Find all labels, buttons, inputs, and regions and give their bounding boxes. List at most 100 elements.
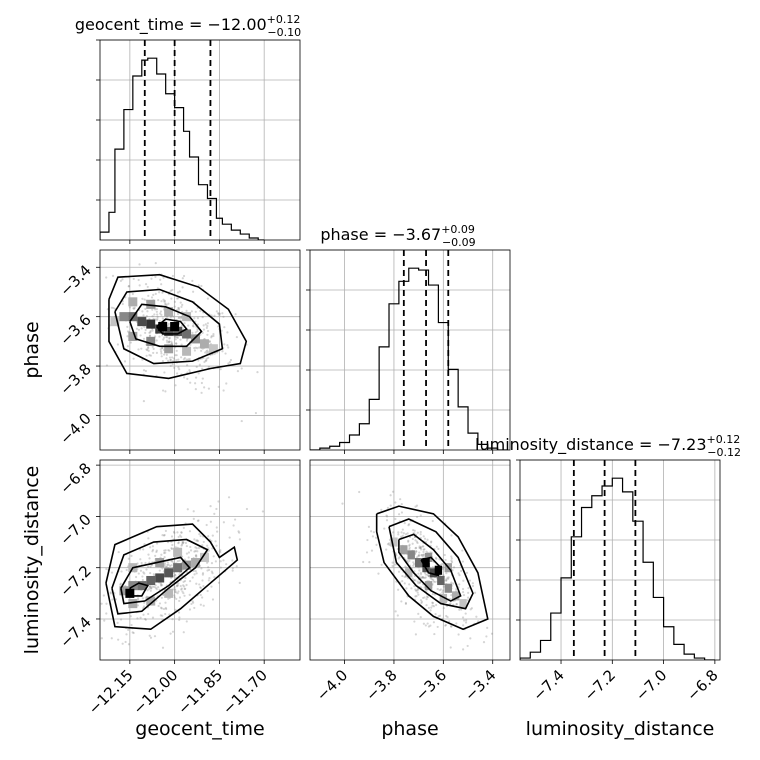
scatter-point (203, 386, 206, 389)
scatter-point (207, 356, 210, 359)
scatter-point (144, 307, 147, 310)
scatter-point (219, 368, 222, 371)
scatter-point (121, 302, 124, 306)
scatter-point (371, 535, 375, 538)
scatter-point (206, 569, 209, 572)
scatter-point (127, 643, 131, 646)
scatter-point (177, 316, 180, 320)
scatter-point (408, 544, 411, 547)
scatter-point (132, 307, 135, 310)
scatter-point (194, 570, 197, 573)
y-tick-label-luminosity_distance-3: −6.8 (56, 459, 94, 497)
scatter-point (485, 635, 488, 638)
scatter-point (182, 274, 186, 278)
scatter-point (473, 591, 477, 594)
scatter-point (177, 611, 181, 614)
x-tick-label-luminosity_distance-3: −6.8 (683, 666, 721, 704)
scatter-point (169, 364, 172, 367)
scatter-point (217, 325, 220, 328)
scatter-point (226, 331, 229, 334)
scatter-point (110, 571, 114, 574)
scatter-point (105, 364, 109, 367)
scatter-point (164, 303, 167, 306)
scatter-point (212, 332, 215, 336)
scatter-point (164, 612, 167, 616)
scatter-point (151, 548, 155, 551)
scatter-point (441, 589, 445, 592)
scatter-point (169, 289, 172, 292)
scatter-point (211, 547, 214, 550)
scatter-point (172, 530, 176, 533)
scatter-point (140, 561, 143, 565)
scatter-point (100, 637, 103, 640)
scatter-point (362, 560, 365, 564)
scatter-point (182, 541, 185, 544)
scatter-point (466, 644, 469, 648)
scatter-point (176, 312, 180, 316)
scatter-point (117, 638, 120, 641)
density-cell (434, 565, 443, 575)
scatter-point (387, 542, 391, 545)
scatter-point (180, 543, 184, 546)
scatter-point (162, 534, 166, 537)
x-tick-label-luminosity_distance-0: −7.4 (529, 666, 567, 704)
scatter-point (210, 335, 213, 338)
scatter-point (450, 593, 453, 597)
scatter-point (418, 551, 421, 554)
scatter-point (193, 606, 196, 610)
scatter-point (205, 350, 208, 353)
scatter-point (405, 587, 408, 590)
plot-area-phase-luminosity_distance (341, 490, 494, 651)
density-cell (407, 550, 415, 560)
scatter-point (171, 543, 174, 547)
density-cell (182, 329, 192, 339)
scatter-point (405, 566, 408, 569)
scatter-point (148, 334, 152, 337)
scatter-point (210, 336, 213, 339)
scatter-point (127, 628, 130, 632)
scatter-point (415, 546, 418, 549)
scatter-point (180, 343, 183, 346)
scatter-point (159, 582, 162, 585)
scatter-point (180, 535, 183, 538)
scatter-point (218, 314, 221, 317)
scatter-point (154, 586, 157, 589)
scatter-point (177, 542, 180, 545)
scatter-point (147, 553, 150, 556)
scatter-point (164, 529, 168, 533)
scatter-point (178, 316, 181, 319)
scatter-point (416, 541, 419, 545)
scatter-point (238, 531, 241, 534)
scatter-point (461, 616, 465, 619)
scatter-point (161, 614, 164, 617)
scatter-point (199, 586, 202, 589)
scatter-point (180, 305, 183, 308)
scatter-point (185, 544, 188, 548)
scatter-point (195, 555, 198, 558)
scatter-point (142, 400, 146, 403)
scatter-point (426, 622, 429, 625)
scatter-point (444, 558, 447, 562)
scatter-point (103, 619, 106, 622)
scatter-point (125, 568, 128, 572)
scatter-point (173, 586, 176, 589)
scatter-point (462, 619, 466, 622)
scatter-point (121, 642, 124, 645)
scatter-point (222, 521, 225, 524)
scatter-point (416, 580, 419, 583)
scatter-point (179, 584, 182, 588)
density-cell (155, 573, 165, 583)
scatter-point (222, 315, 225, 318)
scatter-point (418, 581, 421, 584)
scatter-point (400, 600, 403, 603)
scatter-point (137, 278, 140, 282)
scatter-point (165, 607, 168, 611)
x-tick-label-phase-3: −3.4 (461, 666, 499, 704)
scatter-point (142, 613, 145, 616)
scatter-point (193, 550, 196, 553)
scatter-point (469, 608, 472, 611)
scatter-point (197, 284, 200, 287)
scatter-point (226, 344, 229, 347)
scatter-point (170, 340, 173, 343)
